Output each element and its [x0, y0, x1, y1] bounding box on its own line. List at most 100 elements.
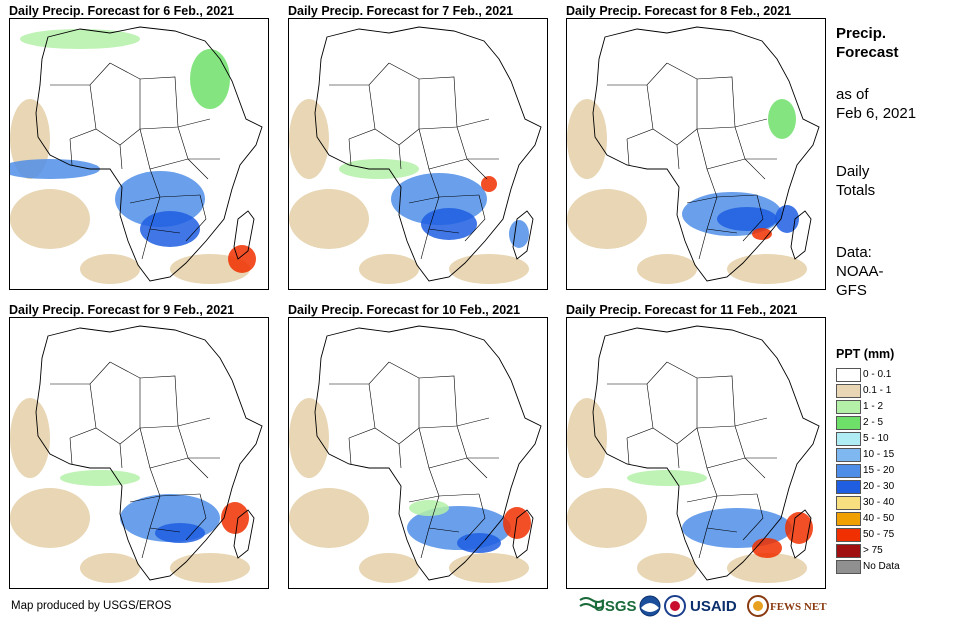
country-border: [374, 128, 420, 146]
country-border: [464, 194, 486, 242]
side-totals-line1: Daily: [836, 163, 870, 180]
side-title-line1: Precip.: [836, 25, 887, 42]
country-border: [418, 118, 490, 130]
dry-area: [567, 99, 607, 179]
country-border: [698, 527, 708, 559]
madagascar-outline: [512, 509, 534, 559]
precip-map: [288, 317, 548, 589]
dry-area: [727, 553, 807, 583]
side-totals-line2: Totals: [836, 182, 876, 199]
legend-swatch: [836, 368, 861, 382]
noaa-logo: [639, 595, 661, 617]
country-border: [139, 417, 211, 429]
country-border: [50, 62, 111, 86]
forecast-panel-5: Daily Precip. Forecast for 10 Feb., 2021: [288, 303, 550, 593]
usgs-logo: USGS: [579, 597, 637, 615]
dry-area: [727, 254, 807, 284]
legend-swatch: [836, 464, 861, 478]
country-border: [408, 196, 440, 204]
precip-area: [752, 228, 772, 240]
precip-map: [566, 18, 826, 290]
country-border: [388, 361, 420, 428]
panel-title: Daily Precip. Forecast for 11 Feb., 2021: [566, 303, 798, 317]
precip-area: [140, 211, 200, 247]
country-border: [185, 493, 207, 541]
legend-swatch: [836, 560, 861, 574]
country-border: [408, 495, 440, 503]
country-border: [734, 425, 777, 459]
legend-swatch: [836, 544, 861, 558]
country-border: [464, 493, 486, 541]
country-border: [676, 443, 680, 469]
country-border: [466, 457, 488, 479]
country-border: [666, 361, 698, 428]
legend-label: 0.1 - 1: [863, 385, 892, 396]
precip-area: [481, 176, 497, 192]
precip-area: [221, 502, 249, 534]
forecast-panel-6: Daily Precip. Forecast for 11 Feb., 2021: [566, 303, 828, 593]
precip-area: [752, 538, 782, 558]
country-border: [348, 84, 376, 140]
country-border: [626, 138, 630, 166]
precip-area: [768, 99, 796, 139]
country-border: [149, 467, 201, 497]
country-border: [388, 62, 420, 129]
usaid-logo: USAID: [688, 596, 746, 616]
precip-map: [566, 317, 826, 589]
country-border: [187, 158, 209, 180]
country-border: [69, 383, 97, 439]
dry-area: [449, 254, 529, 284]
legend-label: 15 - 20: [863, 465, 895, 476]
forecast-panel-4: Daily Precip. Forecast for 9 Feb., 2021: [9, 303, 271, 593]
coastline: [35, 325, 263, 581]
country-border: [329, 62, 390, 86]
country-border: [398, 443, 402, 469]
country-border: [456, 126, 499, 160]
country-border: [418, 76, 458, 128]
country-border: [420, 228, 430, 260]
precip-area: [503, 507, 531, 539]
dry-area: [289, 398, 329, 478]
country-border: [177, 126, 220, 160]
dry-area: [567, 189, 647, 249]
legend-swatch: [836, 480, 861, 494]
legend-swatch: [836, 528, 861, 542]
dry-area: [289, 189, 369, 249]
precip-area: [190, 49, 230, 109]
side-data-line1: Data:: [836, 244, 872, 261]
country-border: [626, 437, 630, 465]
country-border: [744, 158, 766, 180]
forecast-panel-1: Daily Precip. Forecast for 6 Feb., 2021: [9, 4, 271, 294]
legend-label: 50 - 75: [863, 529, 895, 540]
madagascar-outline: [512, 210, 534, 260]
country-border: [141, 527, 151, 559]
dry-area: [637, 254, 697, 284]
usaid-seal-logo: [664, 595, 686, 617]
precip-map: [9, 18, 269, 290]
panel-title: Daily Precip. Forecast for 10 Feb., 2021: [288, 303, 521, 317]
dry-area: [449, 553, 529, 583]
country-border: [95, 427, 141, 445]
precip-area: [717, 207, 777, 231]
side-data-line2: NOAA-: [836, 263, 884, 280]
fews-net-logo-text: FEWS NET: [770, 601, 827, 613]
dry-area: [567, 488, 647, 548]
coastline: [35, 26, 263, 282]
dry-area: [567, 398, 607, 478]
dry-area: [80, 254, 140, 284]
country-border: [696, 118, 768, 130]
country-border: [734, 126, 777, 160]
legend-swatch: [836, 496, 861, 510]
precip-area: [457, 533, 501, 553]
country-border: [109, 361, 141, 428]
country-border: [329, 361, 390, 385]
country-border: [119, 144, 123, 170]
country-border: [374, 427, 420, 445]
country-border: [686, 495, 718, 503]
legend-title: PPT (mm): [836, 347, 895, 361]
side-data-source: Data: NOAA- GFS: [836, 243, 884, 300]
precip-area: [228, 245, 256, 273]
country-border: [141, 228, 151, 260]
country-border: [696, 375, 736, 427]
legend-label: 30 - 40: [863, 497, 895, 508]
